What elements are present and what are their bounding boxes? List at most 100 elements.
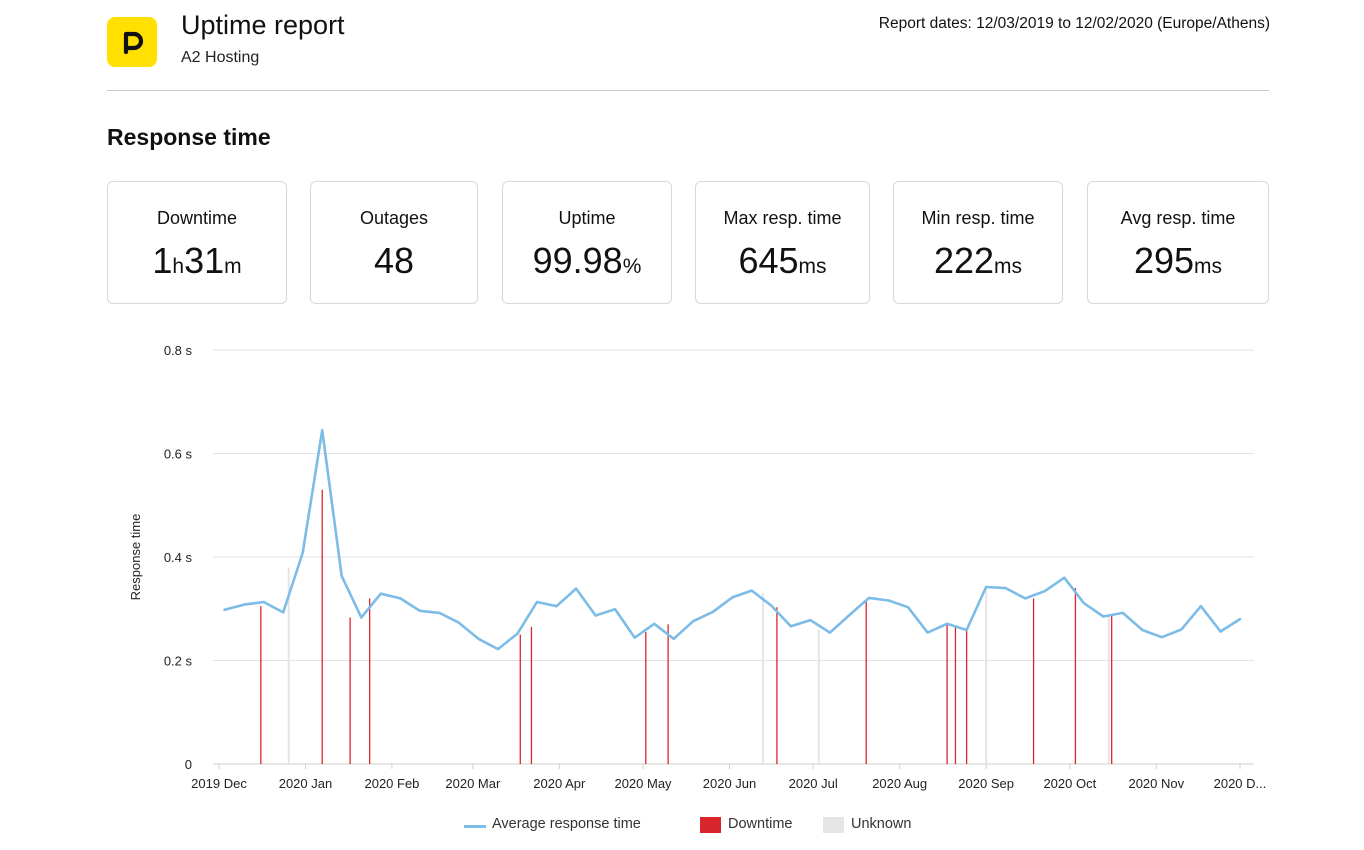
- data-point: [828, 631, 832, 634]
- stat-card-max-resp-time: Max resp. time 645ms: [695, 181, 870, 304]
- pingdom-p-logo-icon: [107, 17, 157, 67]
- data-point: [438, 611, 441, 615]
- stat-value: 48: [373, 240, 415, 281]
- y-tick-label: 0: [185, 757, 192, 772]
- stat-label: Downtime: [156, 208, 238, 228]
- data-point: [906, 605, 910, 609]
- data-point: [965, 628, 968, 632]
- data-point: [535, 600, 539, 604]
- data-point: [750, 589, 754, 592]
- stat-card-outages: Outages 48: [310, 181, 478, 304]
- data-point: [652, 622, 656, 625]
- data-point: [809, 618, 812, 622]
- data-point: [321, 429, 324, 432]
- data-point: [418, 609, 422, 613]
- data-point: [477, 637, 480, 640]
- data-point: [1219, 630, 1222, 633]
- data-point: [399, 597, 402, 600]
- stat-label: Uptime: [558, 208, 616, 228]
- stat-value: 295ms: [1133, 240, 1223, 281]
- legend-average-response-time[interactable]: Average response time: [492, 816, 641, 832]
- x-tick-label: 2020 Jan: [279, 776, 333, 791]
- data-point: [770, 604, 773, 607]
- stat-label: Max resp. time: [723, 208, 842, 228]
- data-point: [926, 631, 929, 634]
- data-point: [887, 599, 890, 602]
- y-tick-label: 0.6 s: [164, 447, 193, 462]
- data-point: [692, 619, 695, 623]
- data-point: [848, 613, 851, 617]
- data-point: [516, 632, 519, 635]
- x-tick-label: 2020 Oct: [1043, 776, 1096, 791]
- stat-card-avg-resp-time: Avg resp. time 295ms: [1087, 181, 1269, 304]
- stat-value: 99.98%: [532, 240, 642, 281]
- data-point: [633, 636, 636, 639]
- x-tick-label: 2020 D...: [1214, 776, 1267, 791]
- x-tick-label: 2020 Feb: [364, 776, 419, 791]
- data-point: [1043, 589, 1046, 593]
- x-tick-label: 2020 Mar: [445, 776, 501, 791]
- y-axis-title: Response time: [128, 514, 143, 601]
- data-point: [301, 551, 304, 555]
- average-response-time-line: [223, 428, 1242, 651]
- section-title: Response time: [107, 124, 271, 150]
- y-tick-label: 0.2 s: [164, 654, 193, 669]
- data-point: [984, 585, 988, 589]
- data-point: [1199, 604, 1203, 608]
- x-tick-label: 2020 Sep: [958, 776, 1014, 791]
- data-point: [1004, 586, 1007, 590]
- data-point: [1238, 617, 1242, 621]
- data-point: [281, 611, 285, 614]
- x-tick-label: 2020 Nov: [1128, 776, 1184, 791]
- data-point: [242, 603, 246, 606]
- data-point: [457, 621, 461, 624]
- legend-unknown[interactable]: Unknown: [851, 816, 912, 832]
- data-point: [945, 622, 949, 625]
- data-point: [731, 596, 734, 599]
- data-point: [613, 608, 617, 611]
- x-tick-label: 2020 Aug: [872, 776, 927, 791]
- stat-card-min-resp-time: Min resp. time 222ms: [893, 181, 1063, 304]
- page-title: Uptime report: [181, 10, 345, 40]
- data-point: [594, 614, 597, 617]
- report-dates: Report dates: 12/03/2019 to 12/02/2020 (…: [878, 15, 1270, 32]
- data-point: [867, 596, 871, 600]
- data-point: [574, 587, 578, 590]
- x-tick-label: 2019 Dec: [191, 776, 247, 791]
- stat-value: 222ms: [933, 240, 1023, 281]
- data-point: [1160, 636, 1164, 639]
- data-point: [223, 608, 226, 611]
- data-point: [1102, 615, 1105, 618]
- data-point: [360, 616, 363, 619]
- data-point: [1121, 611, 1125, 615]
- stat-value: 1h31m: [152, 240, 242, 281]
- data-point: [1082, 601, 1085, 605]
- stat-label: Outages: [359, 208, 429, 228]
- x-tick-label: 2020 May: [614, 776, 672, 791]
- response-time-chart: 0 0.2 s 0.4 s 0.6 s 0.8 s 2019 Dec 2020 Jan 202…: [128, 343, 1267, 791]
- data-point: [672, 637, 675, 640]
- stat-label: Min resp. time: [921, 208, 1035, 228]
- x-tick-label: 2020 Jul: [789, 776, 838, 791]
- data-point: [1063, 576, 1066, 579]
- stat-card-downtime: Downtime 1h31m: [107, 181, 287, 304]
- y-tick-label: 0.4 s: [164, 550, 193, 565]
- data-point: [379, 592, 382, 595]
- logo-glyph: [123, 31, 144, 55]
- data-point: [1141, 628, 1144, 632]
- x-tick-label: 2020 Jun: [703, 776, 757, 791]
- legend-unknown-swatch: [823, 817, 844, 833]
- stat-value: 645ms: [738, 240, 827, 281]
- stat-card-uptime: Uptime 99.98%: [502, 181, 672, 304]
- data-point: [789, 625, 793, 628]
- data-point: [1180, 628, 1183, 631]
- stat-label: Avg resp. time: [1120, 208, 1236, 228]
- legend-downtime[interactable]: Downtime: [728, 816, 793, 832]
- header-divider: [107, 90, 1269, 91]
- data-point: [1023, 597, 1027, 600]
- data-point: [555, 604, 558, 608]
- y-tick-label: 0.8 s: [164, 343, 193, 358]
- legend-line-swatch: [464, 825, 486, 828]
- data-point: [262, 600, 265, 604]
- data-point: [711, 610, 714, 614]
